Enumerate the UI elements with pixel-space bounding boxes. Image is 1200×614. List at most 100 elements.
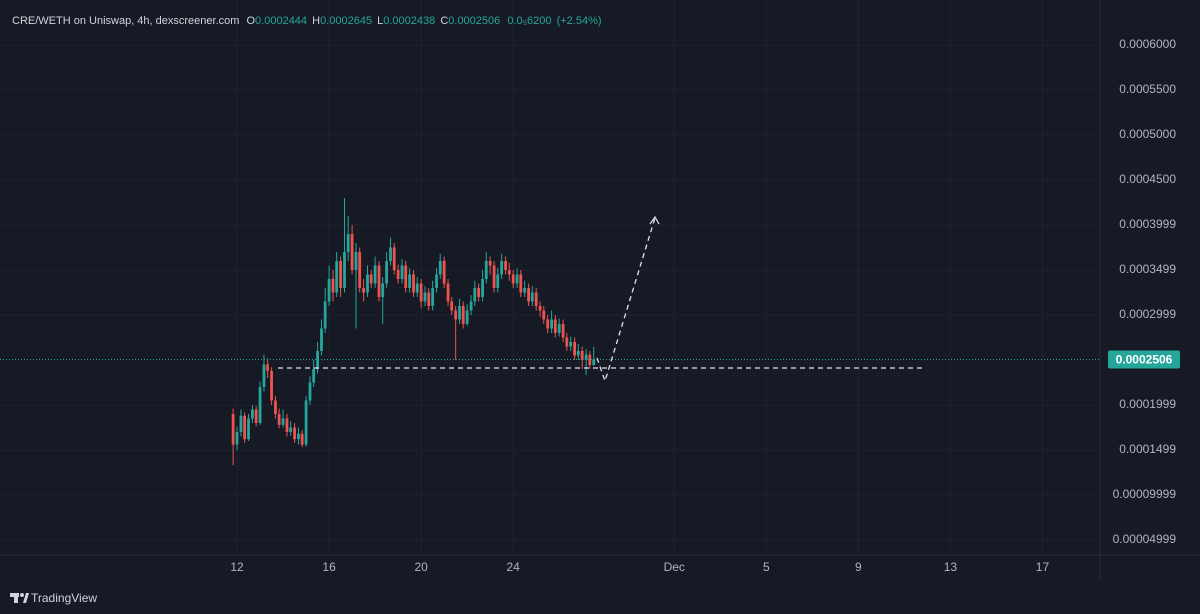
symbol-title: CRE/WETH on Uniswap, 4h, dexscreener.com xyxy=(12,15,239,27)
y-tick-label: 0.00009999 xyxy=(1113,487,1177,501)
y-tick-label: 0.0003499 xyxy=(1119,262,1176,276)
candle-body xyxy=(362,287,365,293)
candle-body xyxy=(492,265,496,288)
ohlc-value: 0.0002444 xyxy=(255,15,307,27)
logo-part xyxy=(14,593,18,603)
candle-body xyxy=(507,269,511,275)
candle-body xyxy=(369,274,373,284)
candle-body xyxy=(488,260,492,266)
projection-arrow xyxy=(649,215,660,225)
candle-body xyxy=(258,386,262,423)
candle-body xyxy=(484,260,488,279)
candle-body xyxy=(408,274,412,288)
candle-body xyxy=(431,287,435,306)
candle-body xyxy=(335,260,339,293)
y-tick-label: 0.0002999 xyxy=(1119,307,1176,321)
candle-body xyxy=(266,364,270,371)
candle-body xyxy=(247,418,250,440)
candle-body xyxy=(373,265,377,284)
candle-body xyxy=(473,287,477,302)
y-tick-label: 0.0005500 xyxy=(1119,82,1176,96)
candles xyxy=(0,197,1100,466)
candle-body xyxy=(504,260,507,270)
candle-body xyxy=(366,274,369,293)
y-tick-label: 0.0004500 xyxy=(1119,172,1176,186)
candle-body xyxy=(404,265,408,288)
candle-body xyxy=(277,413,281,425)
candle-body xyxy=(523,287,527,293)
y-tick-label: 0.00004999 xyxy=(1113,532,1177,546)
candle-body xyxy=(385,260,389,284)
candle-body xyxy=(358,251,362,288)
candle-body xyxy=(481,278,484,297)
ohlc-label: C xyxy=(440,15,448,27)
y-tick-label: 0.0005000 xyxy=(1119,127,1176,141)
candle-body xyxy=(427,292,431,306)
candle-body xyxy=(534,292,538,306)
change: 0.0₅6200 xyxy=(507,15,551,27)
candle-body xyxy=(442,260,446,284)
candle-body xyxy=(500,260,504,275)
candle-body xyxy=(527,287,530,302)
candle-body xyxy=(446,283,450,302)
candle-body xyxy=(346,233,350,252)
candle-body xyxy=(588,354,592,366)
candle-body xyxy=(377,265,381,297)
candle-body xyxy=(435,274,438,288)
ohlc-label: O xyxy=(246,15,255,27)
ohlc-label: H xyxy=(312,15,320,27)
candle-body xyxy=(251,409,254,419)
candle-body xyxy=(350,233,354,270)
candle-body xyxy=(297,433,300,440)
candle-body xyxy=(538,305,542,311)
candle-body xyxy=(569,341,573,347)
candle-body xyxy=(312,368,316,383)
logo-part xyxy=(20,593,24,597)
y-tick-label: 0.0001999 xyxy=(1119,397,1176,411)
candle-body xyxy=(576,350,580,356)
candle-body xyxy=(300,433,304,445)
y-tick-label: 0.0006000 xyxy=(1119,37,1176,51)
x-tick-label: 17 xyxy=(1036,560,1050,574)
candle-body xyxy=(323,301,327,329)
candle-body xyxy=(565,337,569,347)
candle-body xyxy=(262,364,266,387)
candle-body xyxy=(308,382,312,401)
candle-body xyxy=(450,301,454,311)
candle-body xyxy=(235,431,239,445)
candle-body xyxy=(461,305,465,324)
candle-body xyxy=(396,269,400,279)
candle-body xyxy=(465,310,469,324)
candle-body xyxy=(415,283,419,293)
candle-body xyxy=(293,427,296,440)
x-tick-label: Dec xyxy=(664,560,685,574)
candle-body xyxy=(316,350,319,369)
last-price-tag xyxy=(1108,350,1180,369)
change-percent: (+2.54%) xyxy=(557,15,602,27)
candle-body xyxy=(231,413,235,445)
x-tick-label: 24 xyxy=(507,560,521,574)
candle-body xyxy=(496,274,500,288)
candle-body xyxy=(438,260,442,275)
candle-body xyxy=(553,319,557,333)
ohlc-value: 0.0002645 xyxy=(320,15,372,27)
candle-body xyxy=(239,415,243,432)
logo-part xyxy=(23,593,29,603)
candle-body xyxy=(281,418,285,425)
candle-body xyxy=(419,283,423,302)
candle-body xyxy=(477,287,481,297)
candle-body xyxy=(381,283,385,297)
candle-body xyxy=(320,328,323,351)
candle-body xyxy=(584,354,588,360)
candle-body xyxy=(285,418,289,432)
candle-body xyxy=(331,278,335,293)
candle-body xyxy=(423,292,427,302)
candle-body xyxy=(546,319,550,329)
last-price-label: 0.0002506 xyxy=(1116,353,1173,367)
x-tick-label: 9 xyxy=(855,560,862,574)
candle-body xyxy=(580,350,584,360)
candle-body xyxy=(458,305,461,320)
candle-body xyxy=(400,265,404,279)
